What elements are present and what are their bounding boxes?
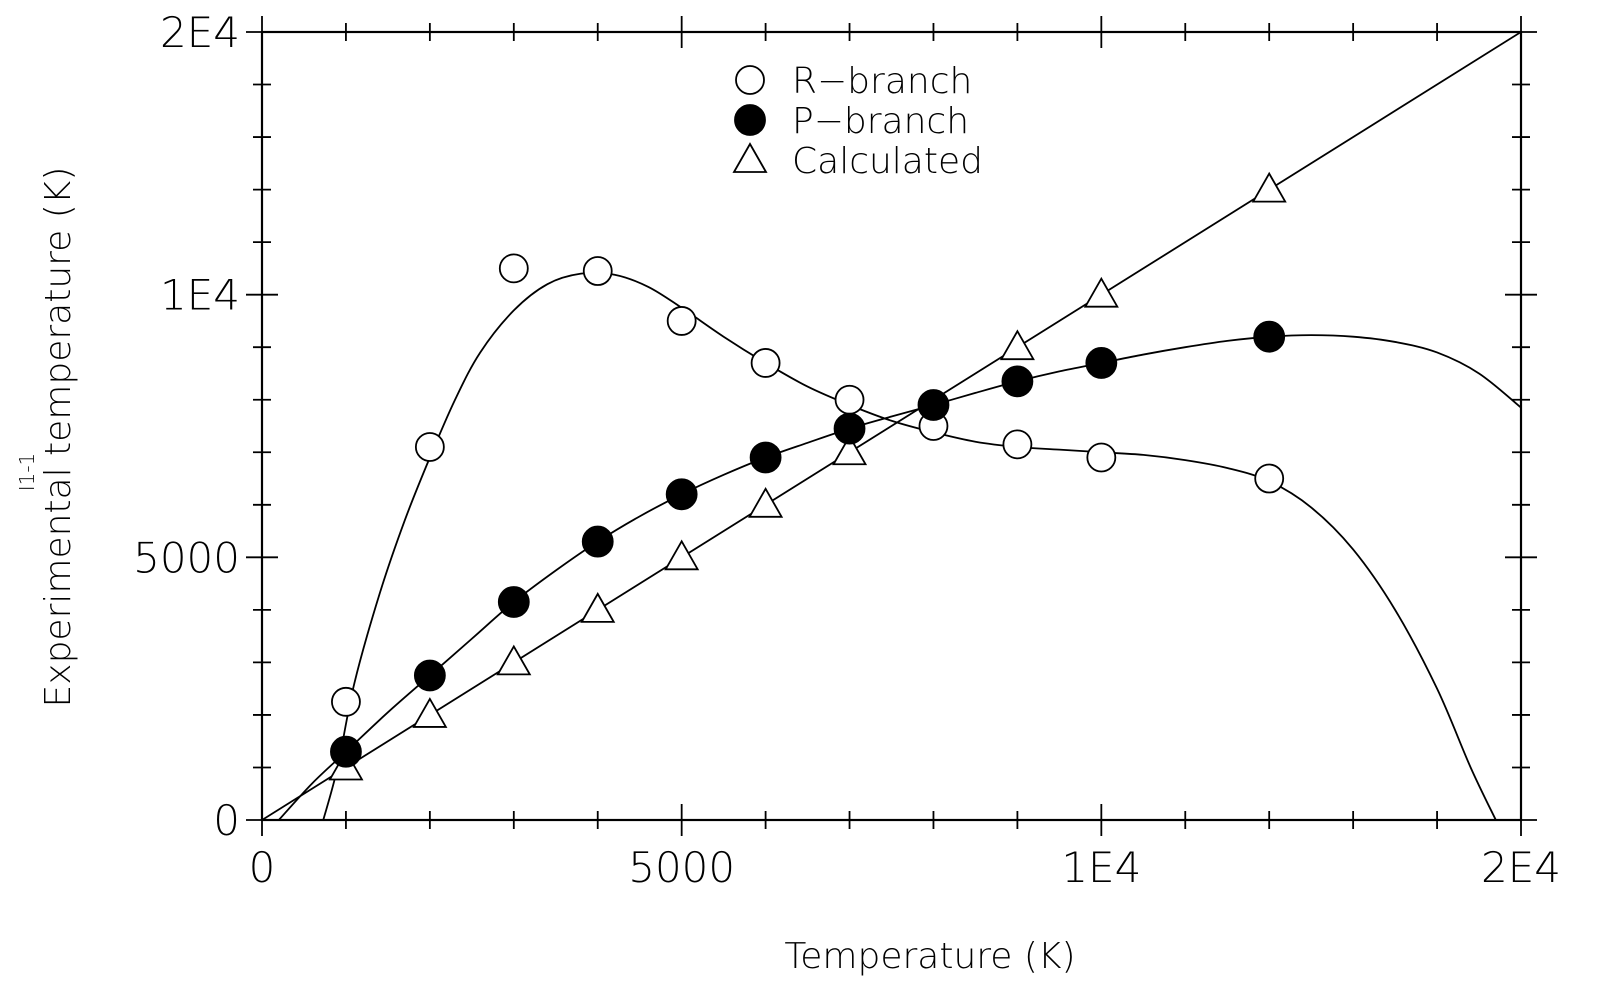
p-branch-point (581, 525, 614, 558)
plot-frame (260, 30, 1523, 822)
p-branch-point (1001, 365, 1034, 398)
x-tick-label: 5000 (628, 843, 735, 892)
r-branch-point (498, 253, 529, 284)
legend-label: R−branch (792, 61, 972, 102)
legend-label: P−branch (792, 101, 969, 142)
fit-curve (262, 32, 1521, 820)
p-branch-point (665, 478, 698, 511)
x-tick-label: 0 (249, 843, 276, 892)
p-branch-point (1253, 320, 1286, 353)
legend-marker (732, 142, 768, 173)
calculated-point (1251, 171, 1287, 203)
r-branch-point (1002, 429, 1033, 460)
calculated-point (412, 697, 448, 728)
r-branch-point (1254, 463, 1285, 494)
calculated-point (999, 329, 1035, 361)
r-branch-point (666, 306, 697, 336)
p-branch-point (330, 735, 362, 768)
calculated-point (496, 644, 532, 676)
y-tick-label: 5000 (133, 533, 240, 582)
r-branch-point (582, 256, 613, 286)
y-tick-label: 1E4 (160, 271, 240, 320)
calculated-point (1083, 276, 1119, 308)
r-branch-point (331, 686, 361, 717)
fit-curve (278, 334, 1521, 820)
p-branch-point (917, 389, 950, 421)
x-tick-label: 2E4 (1481, 843, 1561, 892)
fit-curve (322, 271, 1497, 820)
p-branch-point (749, 441, 782, 474)
p-branch-point (497, 586, 530, 618)
r-branch-point (834, 384, 865, 415)
legend-marker (735, 65, 765, 95)
plot-axes: 0 5000 1E4 2E4 0 5000 1E4 2E4 (133, 8, 1561, 892)
r-branch-point (1086, 442, 1117, 473)
y-tick-label: 0 (213, 796, 240, 845)
legend-marker (734, 104, 766, 136)
calculated-point (748, 486, 784, 518)
calculated-point (580, 592, 616, 623)
legend-label: Calculated (792, 141, 983, 182)
p-branch-point (413, 659, 446, 692)
y-tick-label: 2E4 (160, 8, 240, 57)
y-axis-title: Experimental temperature (K) (38, 167, 79, 708)
data-markers (328, 171, 1287, 781)
p-branch-point (1085, 347, 1118, 379)
calculated-point (664, 539, 700, 571)
r-branch-point (750, 348, 781, 378)
y-axis-title-superscript: I1-1 (15, 453, 39, 492)
r-branch-point (414, 432, 445, 462)
x-tick-label: 1E4 (1061, 843, 1141, 892)
calculated-point (831, 434, 868, 466)
p-branch-point (833, 412, 866, 445)
x-axis-title: Temperature (K) (784, 936, 1075, 977)
